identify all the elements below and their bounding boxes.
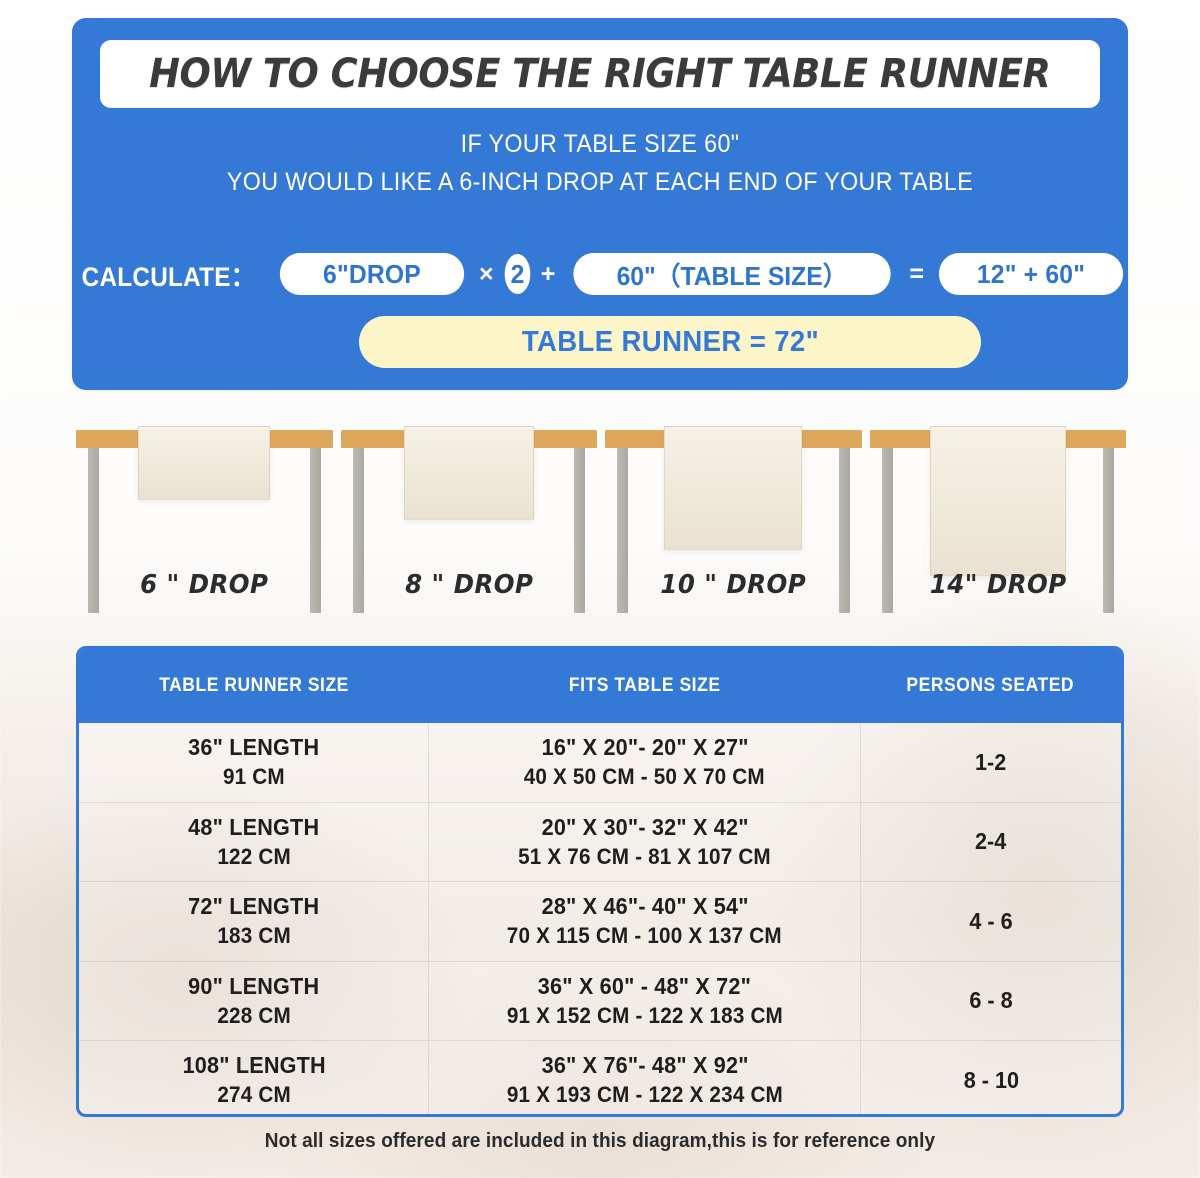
persons-seated-value: 8 - 10 xyxy=(963,1066,1019,1093)
title-card: HOW TO CHOOSE THE RIGHT TABLE RUNNER xyxy=(100,40,1100,108)
table-leg-left xyxy=(88,448,99,613)
fits-size-inches: 28" X 46"- 40" X 54" xyxy=(541,893,749,920)
table-header-row: TABLE RUNNER SIZE FITS TABLE SIZE PERSON… xyxy=(79,649,1121,723)
cell-fits-table-size: 20" X 30"- 32" X 42" 51 X 76 CM - 81 X 10… xyxy=(429,802,861,881)
cell-runner-size: 72" LENGTH 183 CM xyxy=(79,882,430,961)
page-title: HOW TO CHOOSE THE RIGHT TABLE RUNNER xyxy=(149,51,1051,97)
fits-size-cm: 51 X 76 CM - 81 X 107 CM xyxy=(518,843,772,869)
calc-multiplier: 2 xyxy=(504,254,531,294)
runner-size-cm: 183 CM xyxy=(216,923,291,949)
subtitle-line-1: IF YOUR TABLE SIZE 60" xyxy=(460,130,740,158)
cell-persons-seated: 4 - 6 xyxy=(861,882,1121,961)
table-leg-left xyxy=(352,448,364,613)
table-row: 48" LENGTH 122 CM 20" X 30"- 32" X 42" 51 X… xyxy=(79,802,1121,882)
fits-size-inches: 16" X 20"- 20" X 27" xyxy=(541,734,749,761)
subtitle-line-2: YOU WOULD LIKE A 6-INCH DROP AT EACH END… xyxy=(226,168,974,196)
calc-drop-term: 6"DROP xyxy=(279,253,465,295)
persons-seated-value: 6 - 8 xyxy=(969,987,1013,1014)
intro-panel: HOW TO CHOOSE THE RIGHT TABLE RUNNER IF … xyxy=(72,18,1128,390)
fits-size-cm: 91 X 193 CM - 122 X 234 CM xyxy=(506,1082,783,1108)
runner-size-inches: 72" LENGTH xyxy=(188,893,320,920)
cell-runner-size: 108" LENGTH 274 CM xyxy=(79,1041,430,1114)
drop-illustration: 8 " DROP xyxy=(337,418,602,623)
table-row: 108" LENGTH 274 CM 36" X 76"- 48" X 92" 91 … xyxy=(79,1041,1121,1114)
drop-illustration: 10 " DROP xyxy=(601,418,866,623)
plus-operator: + xyxy=(540,259,556,288)
runner-size-cm: 274 CM xyxy=(216,1082,291,1108)
persons-seated-value: 4 - 6 xyxy=(969,907,1013,934)
cell-persons-seated: 6 - 8 xyxy=(861,962,1121,1041)
drop-label: 6 " DROP xyxy=(140,570,269,600)
multiply-operator: × xyxy=(478,259,494,288)
table-row: 36" LENGTH 91 CM 16" X 20"- 20" X 27" 40 X … xyxy=(79,723,1121,803)
table-leg-right xyxy=(574,448,585,613)
calculate-label: CALCULATE： xyxy=(81,261,256,292)
table-runner-cloth xyxy=(138,426,271,500)
table-runner-cloth xyxy=(664,426,803,550)
table-leg-right xyxy=(1103,448,1114,613)
size-chart-table: TABLE RUNNER SIZE FITS TABLE SIZE PERSON… xyxy=(76,646,1124,1117)
calculation-row: CALCULATE： 6"DROP × 2 + 60"（TABLE SIZE） … xyxy=(72,248,1128,300)
runner-size-inches: 108" LENGTH xyxy=(182,1052,326,1079)
drop-label: 8 " DROP xyxy=(404,570,533,600)
runner-size-cm: 228 CM xyxy=(216,1002,291,1028)
cell-persons-seated: 1-2 xyxy=(861,723,1121,802)
calc-result-term: 12" + 60" xyxy=(938,253,1124,295)
table-row: 72" LENGTH 183 CM 28" X 46"- 40" X 54" 70 X… xyxy=(79,882,1121,962)
persons-seated-value: 2-4 xyxy=(975,828,1007,855)
table-runner-cloth xyxy=(403,426,534,520)
persons-seated-value: 1-2 xyxy=(975,748,1007,775)
runner-size-inches: 48" LENGTH xyxy=(188,813,320,840)
fits-size-inches: 20" X 30"- 32" X 42" xyxy=(541,813,749,840)
drop-illustration: 14" DROP xyxy=(866,418,1131,623)
cell-runner-size: 90" LENGTH 228 CM xyxy=(79,961,430,1040)
cell-runner-size: 48" LENGTH 122 CM xyxy=(79,802,430,881)
table-body: 36" LENGTH 91 CM 16" X 20"- 20" X 27" 40 X … xyxy=(79,723,1121,1114)
runner-size-cm: 91 CM xyxy=(222,764,285,790)
calc-table-size-term: 60"（TABLE SIZE） xyxy=(573,253,892,295)
fits-size-cm: 70 X 115 CM - 100 X 137 CM xyxy=(507,923,783,949)
cell-fits-table-size: 16" X 20"- 20" X 27" 40 X 50 CM - 50 X 70… xyxy=(429,723,861,802)
runner-size-inches: 36" LENGTH xyxy=(188,734,320,761)
fits-size-inches: 36" X 60" - 48" X 72" xyxy=(538,972,752,999)
cell-fits-table-size: 36" X 76"- 48" X 92" 91 X 193 CM - 122 X … xyxy=(429,1041,861,1114)
cell-persons-seated: 8 - 10 xyxy=(861,1041,1121,1114)
table-leg-right xyxy=(838,448,850,613)
footnote-text: Not all sizes offered are included in th… xyxy=(264,1130,936,1152)
cell-fits-table-size: 28" X 46"- 40" X 54" 70 X 115 CM - 100 X … xyxy=(429,882,861,961)
final-result-text: TABLE RUNNER = 72" xyxy=(521,325,819,358)
drop-illustration: 6 " DROP xyxy=(72,418,337,623)
cell-runner-size: 36" LENGTH 91 CM xyxy=(79,723,430,802)
table-runner-cloth xyxy=(929,426,1066,576)
cell-fits-table-size: 36" X 60" - 48" X 72" 91 X 152 CM - 122 X… xyxy=(429,961,861,1040)
drop-label: 10 " DROP xyxy=(660,570,807,600)
runner-size-inches: 90" LENGTH xyxy=(188,972,320,999)
column-header-runner-size: TABLE RUNNER SIZE xyxy=(159,675,349,696)
table-leg-left xyxy=(881,448,893,613)
drop-label: 14" DROP xyxy=(929,570,1067,600)
table-leg-right xyxy=(309,448,321,613)
column-header-fits-table-size: FITS TABLE SIZE xyxy=(568,675,721,696)
runner-size-cm: 122 CM xyxy=(216,843,291,869)
table-leg-left xyxy=(617,448,628,613)
equals-operator: = xyxy=(909,259,924,288)
cell-persons-seated: 2-4 xyxy=(861,803,1121,882)
fits-size-cm: 40 X 50 CM - 50 X 70 CM xyxy=(524,764,766,790)
column-header-persons-seated: PERSONS SEATED xyxy=(906,675,1075,696)
fits-size-cm: 91 X 152 CM - 122 X 183 CM xyxy=(506,1002,783,1028)
fits-size-inches: 36" X 76"- 48" X 92" xyxy=(541,1052,749,1079)
final-result-banner: TABLE RUNNER = 72" xyxy=(359,316,981,368)
drop-illustrations: 6 " DROP 8 " DROP 10 " DROP 14" DROP xyxy=(72,418,1130,623)
table-row: 90" LENGTH 228 CM 36" X 60" - 48" X 72" 91 … xyxy=(79,961,1121,1041)
